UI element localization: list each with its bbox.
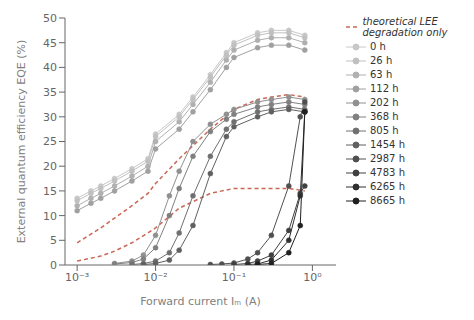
html-text:2987 h: 2987 h: [370, 153, 405, 164]
html-text:0 h: 0 h: [370, 41, 386, 52]
html-text:theoretical LEE degradation on: theoretical LEE degradation only: [362, 16, 448, 38]
html-text:368 h: 368 h: [370, 111, 399, 122]
html-text:6265 h: 6265 h: [370, 181, 405, 192]
svg-text:25: 25: [43, 135, 57, 148]
svg-text:External quantum efficiency EQ: External quantum efficiency EQE (%): [15, 40, 28, 244]
svg-text:10⁻³: 10⁻³: [65, 271, 89, 284]
svg-text:5: 5: [50, 234, 57, 247]
svg-text:40: 40: [43, 61, 57, 74]
svg-text:35: 35: [43, 86, 57, 99]
svg-text:15: 15: [43, 185, 57, 198]
svg-text:50: 50: [43, 12, 57, 25]
html-text:8665 h: 8665 h: [370, 195, 405, 206]
html-text:112 h: 112 h: [370, 83, 399, 94]
svg-text:10⁰: 10⁰: [303, 271, 322, 284]
svg-text:10⁻¹: 10⁻¹: [222, 271, 246, 284]
html-text:26 h: 26 h: [370, 55, 393, 66]
svg-text:10: 10: [43, 210, 57, 223]
svg-text:30: 30: [43, 111, 57, 124]
svg-text:10⁻²: 10⁻²: [143, 271, 167, 284]
html-text:63 h: 63 h: [370, 69, 393, 80]
svg-text:45: 45: [43, 37, 57, 50]
html-text:202 h: 202 h: [370, 97, 399, 108]
svg-text:0: 0: [50, 259, 57, 272]
svg-text:Forward current Iₘ (A): Forward current Iₘ (A): [140, 295, 261, 308]
html-text:4783 h: 4783 h: [370, 167, 405, 178]
html-text:805 h: 805 h: [370, 125, 399, 136]
svg-text:20: 20: [43, 160, 57, 173]
html-text:1454 h: 1454 h: [370, 139, 405, 150]
